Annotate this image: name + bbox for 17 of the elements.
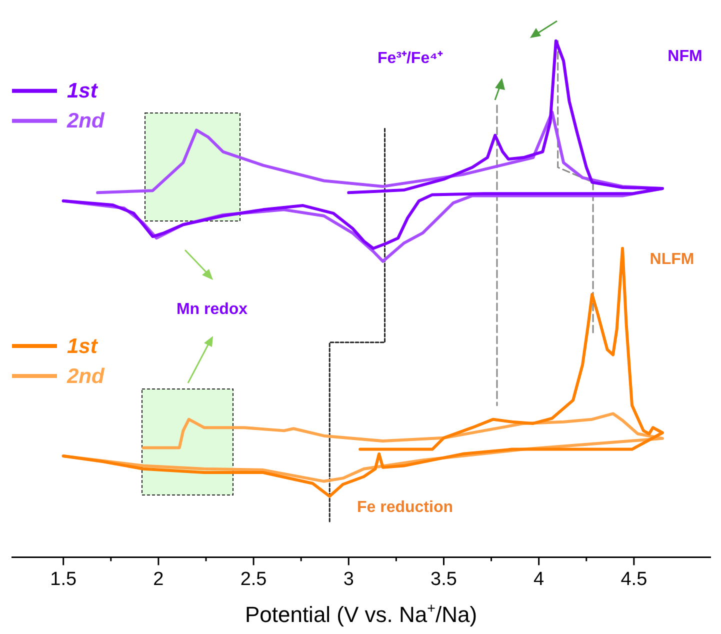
annotation: NFM bbox=[668, 48, 702, 65]
annotation: Mn redox bbox=[176, 301, 248, 318]
x-axis-title: Potential (V vs. Na+/Na) bbox=[244, 601, 478, 627]
annotation: Fe³⁺/Fe⁴⁺ bbox=[377, 50, 444, 67]
x-tick-label: 2 bbox=[153, 568, 164, 590]
annotation: Fe reduction bbox=[356, 499, 454, 516]
x-tick-label: 4.5 bbox=[620, 568, 648, 590]
legend-label: 2nd bbox=[66, 364, 106, 388]
x-tick-label: 3.5 bbox=[430, 568, 457, 590]
legend-label: 1st bbox=[67, 334, 98, 358]
legend-label: 1st bbox=[67, 80, 98, 103]
x-tick-label: 3 bbox=[343, 568, 354, 590]
x-tick-label: 1.5 bbox=[50, 568, 77, 590]
x-tick-label: 4 bbox=[534, 568, 545, 590]
annotation: NLFM bbox=[650, 251, 694, 268]
x-tick-label: 2.5 bbox=[240, 568, 267, 590]
legend-label: 2nd bbox=[66, 110, 106, 133]
